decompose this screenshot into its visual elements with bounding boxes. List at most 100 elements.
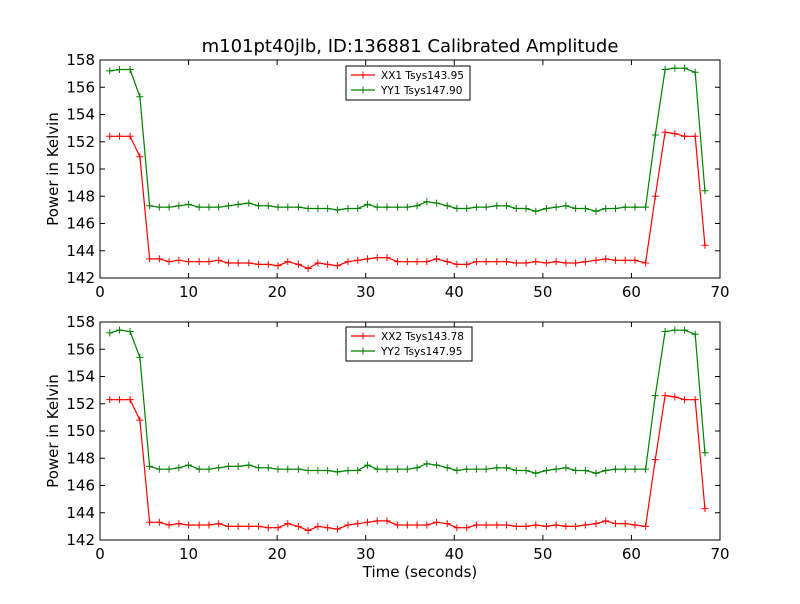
data-point-0-0-32 (423, 258, 431, 266)
data-point-1-1-42 (522, 467, 530, 475)
data-point-1-0-43 (532, 521, 540, 529)
data-point-0-1-44 (542, 205, 550, 213)
data-point-1-1-11 (215, 464, 223, 472)
data-point-0-1-50 (602, 205, 610, 213)
panel-top: 0 10 20 30 40 50 60 70 142 144 146 148 150 152 154 156 1… (44, 51, 730, 301)
data-point-0-1-60 (701, 187, 709, 195)
data-point-1-1-5 (155, 465, 163, 473)
data-point-0-0-33 (433, 255, 441, 263)
data-point-0-0-3 (136, 153, 144, 161)
data-point-1-1-26 (363, 461, 371, 469)
y-tick-label-0-7: 156 (66, 78, 95, 96)
data-point-1-0-60 (701, 505, 709, 513)
data-point-1-0-2 (126, 396, 134, 404)
data-point-0-0-17 (274, 262, 282, 270)
data-point-1-0-54 (642, 522, 650, 530)
data-point-0-1-14 (245, 199, 253, 207)
x-tick-label-1-7: 70 (710, 545, 729, 563)
data-point-0-0-35 (453, 260, 461, 268)
x-tick-label-1-5: 50 (533, 545, 552, 563)
data-point-1-1-54 (642, 465, 650, 473)
data-point-1-1-57 (671, 326, 679, 334)
data-point-1-1-21 (314, 467, 322, 475)
x-tick-label-1-1: 10 (179, 545, 198, 563)
data-point-0-0-23 (333, 262, 341, 270)
data-point-1-0-31 (413, 521, 421, 529)
data-point-0-1-48 (581, 205, 589, 213)
data-point-0-1-46 (562, 202, 570, 210)
data-point-1-1-23 (333, 468, 341, 476)
data-point-1-0-25 (354, 520, 362, 528)
data-point-1-0-42 (522, 522, 530, 530)
data-point-1-0-39 (493, 521, 501, 529)
data-point-1-0-49 (592, 520, 600, 528)
data-point-1-0-14 (245, 522, 253, 530)
data-point-0-0-22 (324, 260, 332, 268)
data-point-0-1-39 (493, 202, 501, 210)
data-point-1-1-3 (136, 353, 144, 361)
data-point-1-0-50 (602, 517, 610, 525)
data-point-0-0-43 (532, 258, 540, 266)
data-point-1-1-47 (572, 467, 580, 475)
data-point-1-0-59 (691, 396, 699, 404)
data-point-1-1-33 (433, 461, 441, 469)
legend-label-0-0: XX1 Tsys143.95 (381, 70, 464, 82)
x-tick-label-0-6: 60 (622, 283, 641, 301)
data-point-1-1-35 (453, 467, 461, 475)
data-point-0-0-39 (493, 258, 501, 266)
data-point-1-0-10 (205, 521, 213, 529)
data-point-1-1-22 (324, 467, 332, 475)
data-point-1-1-25 (354, 467, 362, 475)
data-point-0-0-14 (245, 259, 253, 267)
data-point-1-1-30 (403, 465, 411, 473)
data-point-1-1-50 (602, 467, 610, 475)
data-point-1-1-34 (443, 464, 451, 472)
data-point-1-1-29 (394, 465, 402, 473)
y-tick-label-1-5: 152 (66, 395, 95, 413)
y-tick-label-1-7: 156 (66, 340, 95, 358)
data-point-1-0-17 (274, 524, 282, 532)
data-point-1-1-37 (472, 465, 480, 473)
data-point-1-0-11 (215, 520, 223, 528)
data-point-0-0-52 (621, 256, 629, 264)
data-point-1-0-29 (394, 521, 402, 529)
data-point-0-1-57 (671, 64, 679, 72)
data-point-0-0-54 (642, 259, 650, 267)
data-point-0-0-20 (304, 264, 312, 272)
data-point-1-0-58 (681, 396, 689, 404)
x-tick-label-1-2: 20 (268, 545, 287, 563)
data-point-1-1-58 (681, 326, 689, 334)
data-point-0-1-16 (264, 202, 272, 210)
data-point-1-1-36 (463, 465, 471, 473)
data-point-0-0-24 (344, 258, 352, 266)
x-tick-label-0-5: 50 (533, 283, 552, 301)
data-point-0-0-16 (264, 260, 272, 268)
data-point-0-0-31 (413, 258, 421, 266)
data-point-1-0-13 (234, 522, 242, 530)
legend-marker-1-0 (359, 332, 367, 340)
data-point-0-1-28 (383, 203, 391, 211)
legend-box-1 (345, 326, 473, 362)
data-point-1-0-34 (443, 520, 451, 528)
data-point-1-1-0 (106, 329, 114, 337)
legend-label-1-1: YY2 Tsys147.95 (380, 346, 462, 358)
data-point-1-1-43 (532, 469, 540, 477)
data-point-1-0-41 (512, 522, 520, 530)
data-point-1-1-49 (592, 469, 600, 477)
data-point-1-0-38 (482, 521, 490, 529)
data-point-1-1-48 (581, 467, 589, 475)
data-point-1-0-56 (661, 392, 669, 400)
data-point-1-1-9 (195, 465, 203, 473)
data-point-1-1-31 (413, 464, 421, 472)
data-point-0-0-56 (661, 128, 669, 136)
data-point-1-1-15 (255, 464, 263, 472)
y-tick-label-1-6: 154 (66, 368, 95, 386)
legend-box-0 (345, 65, 471, 101)
data-point-0-0-58 (681, 132, 689, 140)
data-point-1-0-52 (621, 520, 629, 528)
data-point-0-1-15 (255, 202, 263, 210)
data-point-1-1-16 (264, 464, 272, 472)
data-point-1-1-56 (661, 328, 669, 336)
